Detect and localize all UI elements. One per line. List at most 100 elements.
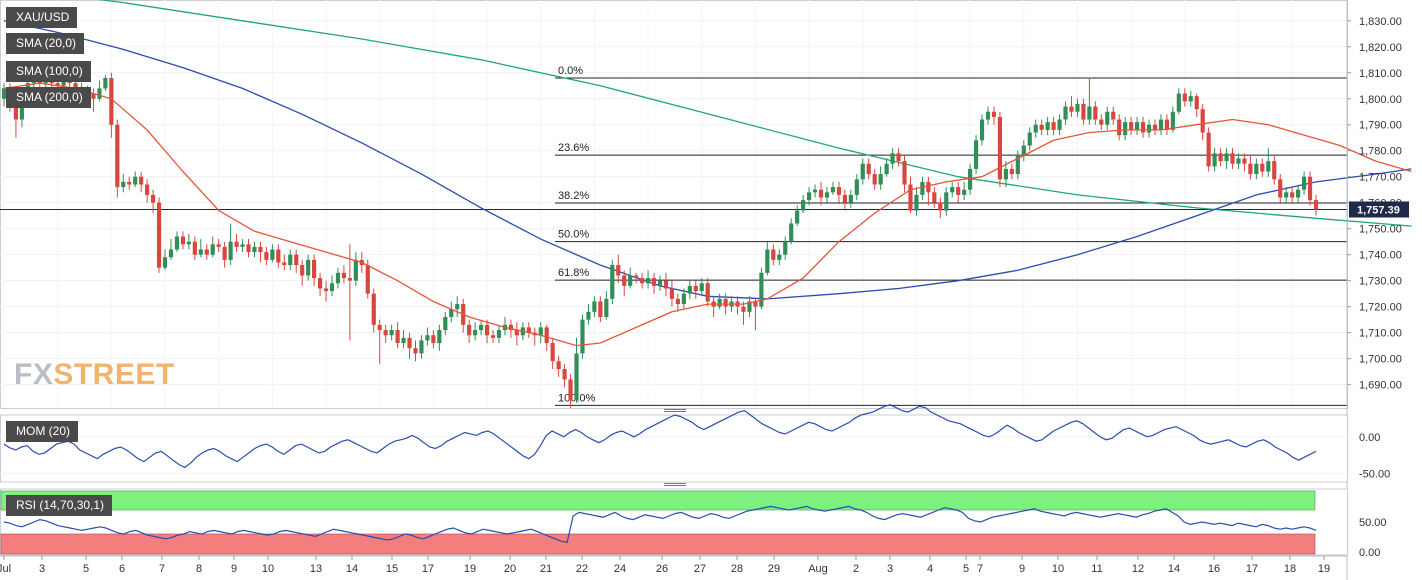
candle-body xyxy=(956,187,961,195)
candle-body xyxy=(526,327,531,333)
candle-body xyxy=(1284,192,1289,198)
panel-resize-handle-mom[interactable] xyxy=(664,408,686,414)
candle xyxy=(133,171,138,188)
candle-body xyxy=(872,174,877,185)
candle xyxy=(186,233,191,250)
time-tick-label: Aug xyxy=(808,563,828,575)
candle xyxy=(1009,163,1014,180)
candle xyxy=(675,293,680,312)
candle-body xyxy=(926,181,931,193)
candle-body xyxy=(347,278,352,281)
candle-body xyxy=(979,119,985,141)
time-tick-label: 17 xyxy=(1246,563,1258,575)
momentum-panel: 0.00 -50.00 xyxy=(0,404,1390,483)
candle-body xyxy=(383,330,388,336)
time-tick-label: 13 xyxy=(310,563,322,575)
candle xyxy=(139,171,144,193)
candle-body xyxy=(365,265,370,294)
candle-body xyxy=(890,153,895,164)
sma-200-label[interactable]: SMA (200,0) xyxy=(6,87,91,108)
candle xyxy=(759,267,764,310)
candle-body xyxy=(1152,124,1158,130)
candle-body xyxy=(842,194,847,203)
candle-body xyxy=(1224,153,1229,162)
candle-body xyxy=(920,181,925,195)
candle xyxy=(1105,106,1110,130)
candle xyxy=(1176,88,1181,115)
candle xyxy=(807,187,812,206)
candle xyxy=(628,267,633,289)
candle xyxy=(920,176,925,201)
candle-body xyxy=(1135,122,1140,130)
time-tick-label: 17 xyxy=(422,563,434,575)
rsi-panel: 50.00 0.00 xyxy=(0,488,1387,559)
candle xyxy=(300,259,305,286)
candle xyxy=(854,174,859,201)
symbol-label[interactable]: XAU/USD xyxy=(6,7,78,28)
time-tick-label: 9 xyxy=(231,563,237,575)
panel-resize-handle-rsi[interactable] xyxy=(664,482,686,488)
candle xyxy=(979,114,985,146)
time-tick-label: 29 xyxy=(768,563,780,575)
candle xyxy=(604,291,609,320)
fib-level-label: 38.2% xyxy=(558,190,589,202)
candle-body xyxy=(1290,192,1295,198)
candle xyxy=(693,280,698,299)
candle xyxy=(1129,116,1134,136)
candle xyxy=(550,337,555,370)
candle xyxy=(1242,153,1247,172)
candle-body xyxy=(353,259,358,281)
candle-body xyxy=(610,265,615,299)
sma-100-label[interactable]: SMA (100,0) xyxy=(6,61,91,82)
candle xyxy=(431,330,436,349)
candle xyxy=(473,322,478,341)
candle xyxy=(878,166,883,190)
candle xyxy=(1081,98,1086,125)
candle-body xyxy=(252,246,257,253)
mom-label[interactable]: MOM (20) xyxy=(6,421,78,442)
candle-body xyxy=(1218,153,1223,162)
sma-100-line xyxy=(3,20,1412,300)
candle xyxy=(1307,171,1313,206)
candle xyxy=(890,148,895,169)
candle-body xyxy=(282,262,287,266)
candle-body xyxy=(562,369,567,380)
candle-body xyxy=(1146,124,1152,133)
price-tick-label: 1,730.00 xyxy=(1359,276,1402,288)
candle xyxy=(401,330,406,349)
candle-body xyxy=(514,330,519,336)
fib-level-label: 23.6% xyxy=(558,142,589,154)
candle xyxy=(1057,114,1062,136)
candle-body xyxy=(914,194,919,211)
candle-body xyxy=(1045,122,1050,130)
candle-body xyxy=(449,309,454,318)
candle-body xyxy=(1069,106,1074,112)
fib-level-label: 0.0% xyxy=(558,65,583,77)
time-tick-label: 4 xyxy=(927,563,933,575)
candle xyxy=(1206,127,1211,172)
candle-body xyxy=(616,265,621,276)
candle-body xyxy=(1051,122,1056,130)
candle-body xyxy=(1260,163,1265,172)
candle xyxy=(282,254,287,271)
candle xyxy=(1093,101,1098,125)
candle-body xyxy=(723,298,728,307)
candle-body xyxy=(962,189,967,195)
candle-body xyxy=(1158,119,1164,130)
candle-body xyxy=(651,278,657,286)
candle xyxy=(1200,103,1205,141)
candle xyxy=(1027,127,1032,151)
mom-panel-frame xyxy=(0,414,1348,483)
candle xyxy=(437,324,442,351)
candle xyxy=(1045,116,1050,136)
candle-body xyxy=(437,330,442,344)
candle xyxy=(568,374,573,408)
candle xyxy=(705,278,710,307)
candle xyxy=(956,181,961,203)
rsi-label[interactable]: RSI (14,70,30,1) xyxy=(6,495,113,516)
candle xyxy=(681,288,686,310)
candle xyxy=(1063,101,1068,125)
candle-body xyxy=(824,192,830,198)
sma-20-label[interactable]: SMA (20,0) xyxy=(6,33,85,54)
price-tick-label: 1,700.00 xyxy=(1359,354,1402,366)
